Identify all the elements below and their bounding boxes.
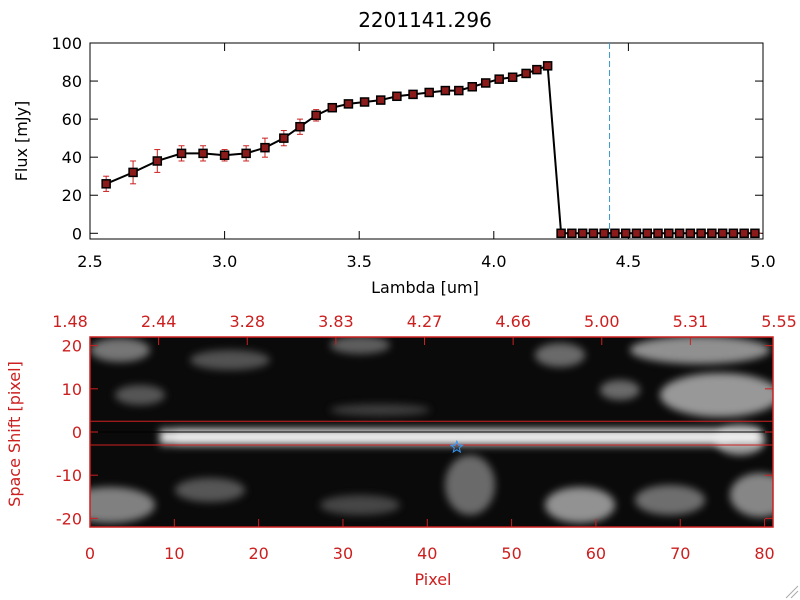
- pixel-tick-label: 20: [248, 544, 268, 563]
- data-point-marker: [176, 148, 187, 159]
- data-point-marker: [494, 74, 504, 84]
- data-point-marker: [359, 97, 370, 107]
- data-point-marker: [642, 228, 652, 239]
- data-point-marker: [542, 61, 553, 71]
- data-point-marker: [750, 228, 760, 239]
- data-point-marker: [128, 167, 138, 178]
- wavelength-tick-label: 4.27: [407, 312, 443, 331]
- y-axis-label: Flux [mJy]: [12, 101, 31, 182]
- shift-tick-label: 10: [62, 380, 82, 399]
- data-point-marker: [101, 179, 111, 189]
- pixel-tick-label: 30: [333, 544, 353, 563]
- data-point-marker: [707, 228, 717, 239]
- x-tick-label: 5.0: [750, 252, 775, 271]
- data-point-marker: [664, 228, 674, 239]
- top-plot-frame: [89, 42, 764, 240]
- data-point-marker: [295, 121, 305, 132]
- flux-series-line: [105, 64, 755, 235]
- data-point-marker: [408, 89, 418, 100]
- data-point-marker: [696, 228, 706, 239]
- x-tick-label: 4.5: [616, 252, 641, 271]
- shift-tick-label: 0: [72, 423, 82, 442]
- data-point-marker: [198, 148, 208, 159]
- space-shift-axis-label: Space Shift [pixel]: [5, 361, 24, 507]
- y-tick-label: 60: [62, 110, 82, 129]
- data-point-marker: [556, 228, 566, 239]
- spectral-image-panel: 0 10 20 30 40 50 60 70 80 1.48 2.44 3.28 3.83 4.27 4.6…: [5, 312, 797, 589]
- data-point-marker: [440, 85, 451, 96]
- data-point-marker: [653, 228, 663, 239]
- data-point-marker: [599, 228, 609, 239]
- wavelength-tick-label: 1.48: [52, 312, 88, 331]
- data-point-marker: [717, 228, 728, 239]
- data-point-marker: [674, 228, 685, 239]
- y-tick-label: 40: [62, 148, 82, 167]
- x-tick-label: 3.0: [212, 252, 237, 271]
- data-point-marker: [532, 64, 542, 75]
- data-point-marker: [521, 68, 531, 79]
- shift-tick-label: 20: [62, 337, 82, 356]
- pixel-tick-label: 0: [85, 544, 95, 563]
- data-point-marker: [685, 228, 696, 239]
- data-point-marker: [375, 95, 386, 105]
- data-point-marker: [454, 85, 464, 96]
- top-axis-ticks: 2.5 3.0 3.5 4.0 4.5 5.0 0 20 40 60 80 100: [51, 34, 775, 271]
- data-point-marker: [620, 228, 631, 239]
- x-axis-label: Lambda [um]: [371, 278, 479, 297]
- shift-tick-label: -20: [56, 509, 82, 528]
- data-point-marker: [327, 102, 338, 113]
- spectrum-panel: 2201141.296 2.5 3.0 3.5 4.0 4.5 5.0 0 20 40 60 80 1…: [12, 8, 776, 297]
- star-marker-icon: [449, 439, 464, 454]
- shift-tick-label: -10: [56, 466, 82, 485]
- data-point-marker: [588, 228, 599, 239]
- data-point-marker: [260, 142, 270, 153]
- pixel-tick-label: 40: [417, 544, 437, 563]
- data-point-marker: [728, 228, 739, 239]
- chart-title: 2201141.296: [358, 8, 492, 32]
- pixel-axis-label: Pixel: [414, 570, 451, 589]
- data-point-marker: [567, 228, 577, 239]
- bottom-axis-ticks: 0 10 20 30 40 50 60 70 80 1.48 2.44 3.28 3.83 4.27 4.6…: [52, 312, 797, 563]
- wavelength-tick-label: 3.28: [229, 312, 265, 331]
- wavelength-tick-label: 4.66: [495, 312, 531, 331]
- data-point-marker: [507, 72, 518, 83]
- pixel-tick-label: 50: [501, 544, 521, 563]
- trace-extraction-lines: [90, 420, 773, 446]
- x-tick-label: 2.5: [77, 252, 102, 271]
- y-tick-label: 20: [62, 186, 82, 205]
- resize-grip-icon[interactable]: [785, 585, 799, 599]
- data-point-marker: [424, 87, 434, 98]
- data-point-marker: [467, 82, 478, 92]
- wavelength-tick-label: 5.31: [673, 312, 709, 331]
- flux-markers: [101, 61, 760, 239]
- y-tick-label: 0: [72, 224, 82, 243]
- pixel-tick-label: 10: [164, 544, 184, 563]
- wavelength-tick-label: 5.55: [761, 312, 797, 331]
- data-point-marker: [311, 110, 321, 121]
- data-point-marker: [152, 156, 163, 166]
- data-point-marker: [279, 133, 289, 143]
- wavelength-tick-label: 2.44: [141, 312, 177, 331]
- data-point-marker: [739, 228, 749, 239]
- data-point-marker: [610, 228, 620, 239]
- data-point-marker: [480, 78, 491, 88]
- data-point-marker: [392, 91, 402, 102]
- data-point-marker: [343, 99, 354, 109]
- data-point-marker: [577, 228, 588, 239]
- data-point-marker: [241, 148, 251, 159]
- y-tick-label: 100: [51, 34, 82, 53]
- x-tick-label: 4.0: [481, 252, 506, 271]
- pixel-tick-label: 80: [754, 544, 774, 563]
- data-point-marker: [631, 228, 642, 239]
- pixel-tick-label: 60: [586, 544, 606, 563]
- pixel-tick-label: 70: [670, 544, 690, 563]
- data-point-marker: [219, 150, 230, 161]
- x-tick-label: 3.5: [346, 252, 371, 271]
- wavelength-tick-label: 5.00: [584, 312, 620, 331]
- y-tick-label: 80: [62, 72, 82, 91]
- wavelength-tick-label: 3.83: [318, 312, 354, 331]
